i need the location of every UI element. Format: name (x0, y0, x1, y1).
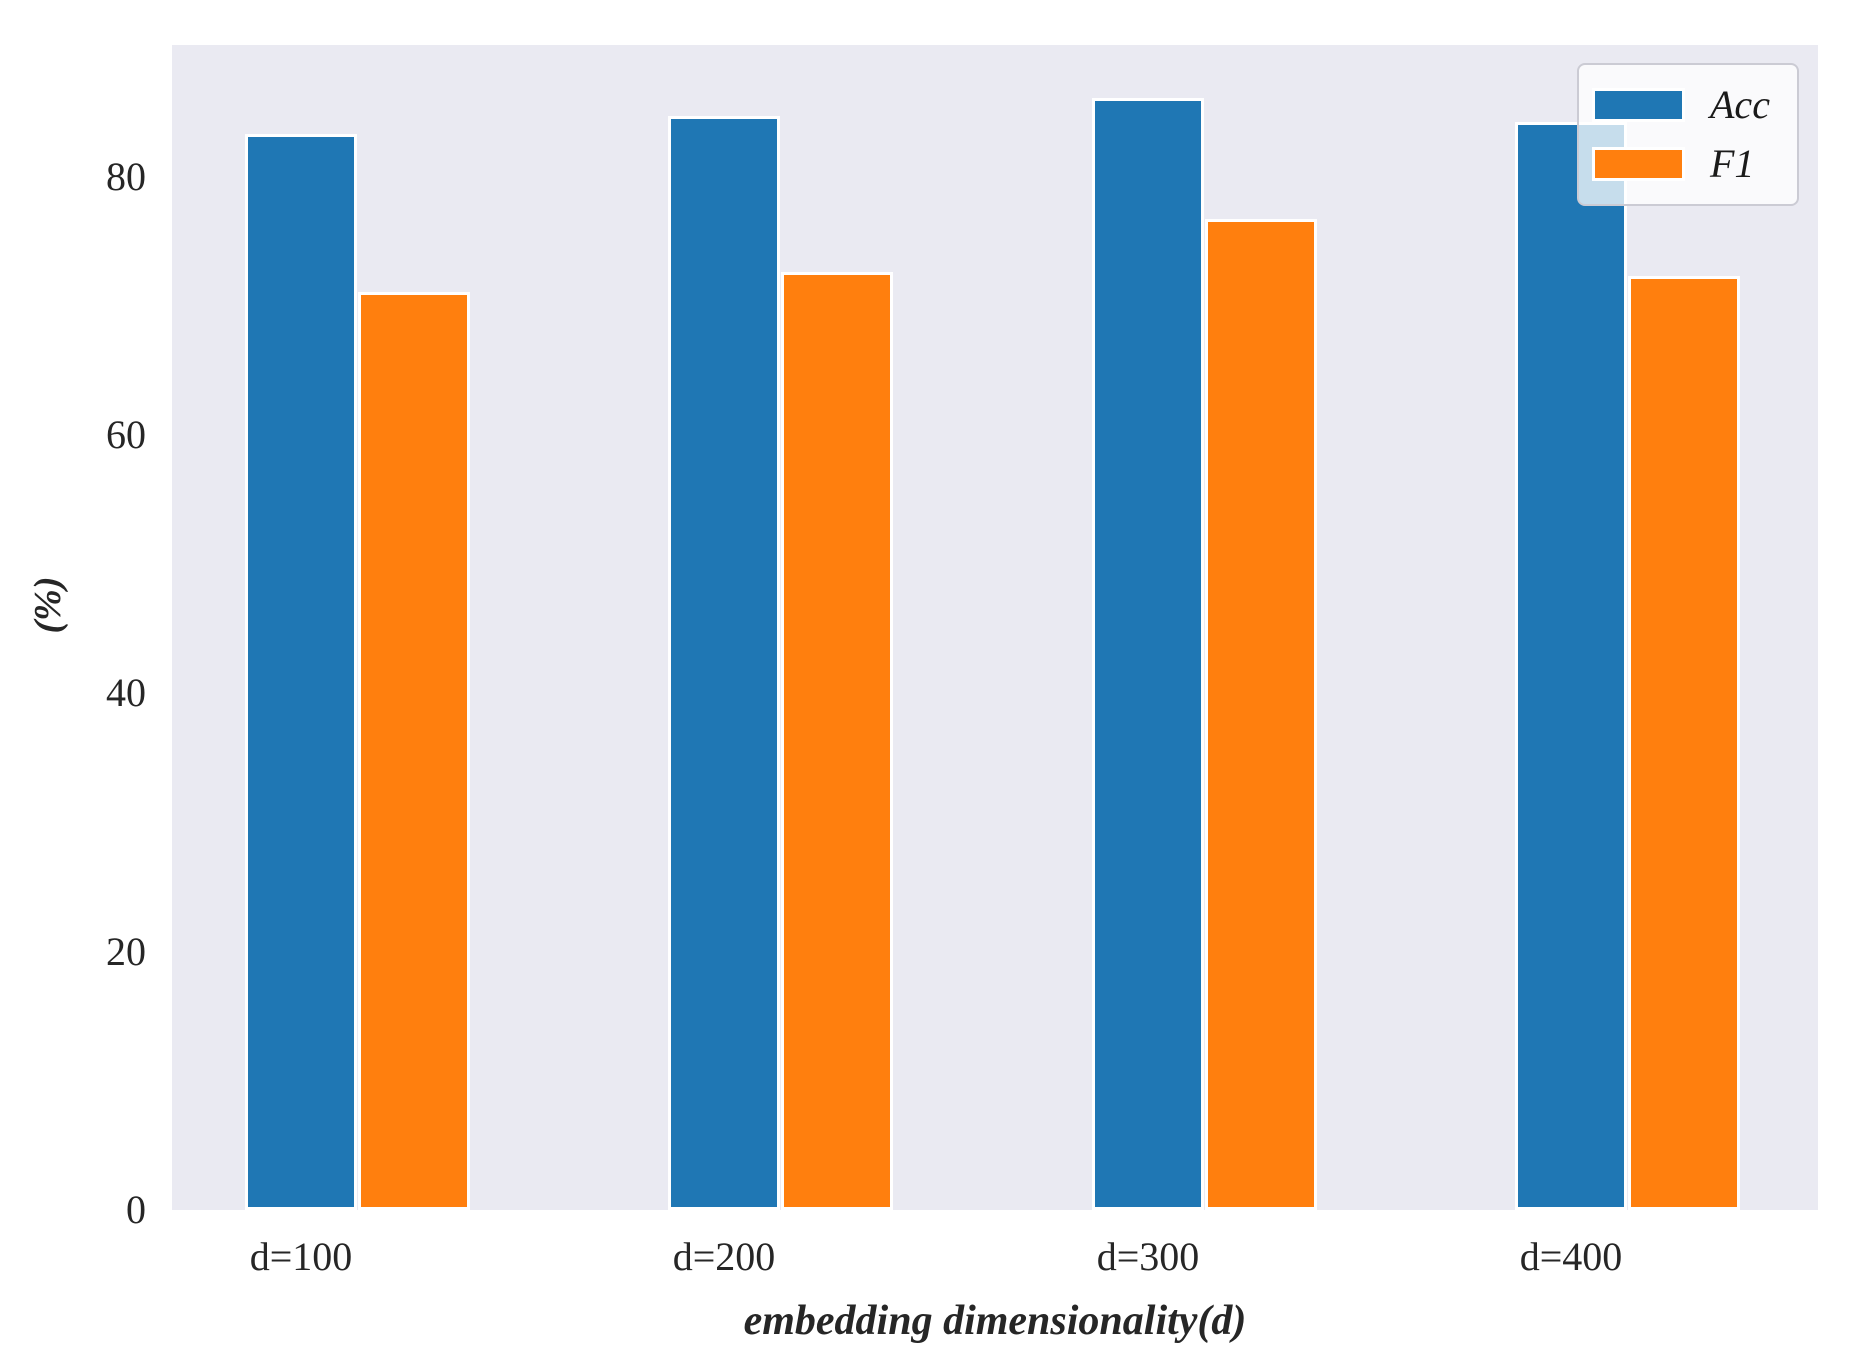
y-tick-60: 60 (106, 412, 146, 457)
y-tick-0: 0 (126, 1187, 146, 1232)
legend: Acc F1 (1577, 63, 1799, 206)
legend-label-f1: F1 (1710, 141, 1755, 187)
legend-swatch-f1 (1592, 147, 1685, 182)
y-tick-80: 80 (106, 154, 146, 199)
bar-acc-d=200 (668, 116, 780, 1210)
y-tick-20: 20 (106, 929, 146, 974)
bar-f1-d=400 (1628, 276, 1740, 1210)
legend-item-acc: Acc (1579, 81, 1797, 127)
y-tick-40: 40 (106, 670, 146, 715)
x-tick-d=300: d=300 (1096, 1234, 1200, 1279)
bar-acc-d=300 (1092, 98, 1204, 1210)
bar-f1-d=300 (1205, 219, 1317, 1210)
bar-acc-d=100 (245, 134, 357, 1210)
legend-item-f1: F1 (1579, 144, 1797, 184)
bar-acc-d=400 (1515, 122, 1627, 1210)
x-axis-label: embedding dimensionality(d) (743, 1298, 1247, 1344)
bar-f1-d=100 (358, 292, 470, 1210)
legend-swatch-acc (1592, 87, 1685, 122)
x-tick-d=200: d=200 (672, 1234, 776, 1279)
plot-area: Acc F1 (172, 45, 1818, 1210)
x-tick-d=100: d=100 (249, 1234, 353, 1279)
y-axis-label: (%) (27, 576, 69, 634)
bar-f1-d=200 (781, 272, 893, 1210)
x-tick-d=400: d=400 (1519, 1234, 1623, 1279)
legend-label-acc: Acc (1710, 81, 1770, 127)
